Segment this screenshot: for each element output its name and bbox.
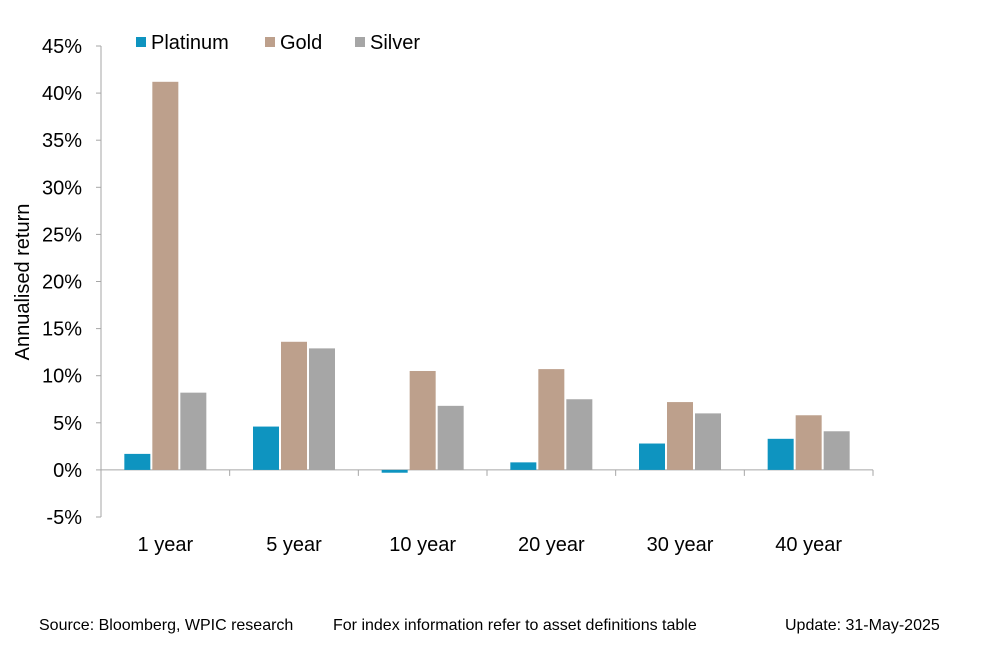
index-info-note: For index information refer to asset def… xyxy=(333,617,697,635)
bar-silver-1-year xyxy=(180,393,206,470)
bar-platinum-30-year xyxy=(639,444,665,470)
x-tick-label: 20 year xyxy=(518,534,585,556)
y-tick-label: 15% xyxy=(42,319,82,341)
x-tick-label: 5 year xyxy=(266,534,322,556)
chart: -5% 0% 5% 10% 15% 20% 25% 30% 35% 40% 45% 1 year 5 … xyxy=(0,0,1000,610)
y-tick-label: 10% xyxy=(42,366,82,388)
bar-silver-10-year xyxy=(438,406,464,470)
y-tick-label: 20% xyxy=(42,272,82,294)
legend-label-silver: Silver xyxy=(370,32,420,54)
bar-silver-30-year xyxy=(695,413,721,470)
bar-gold-10-year xyxy=(410,371,436,470)
bars xyxy=(124,82,849,473)
bar-platinum-10-year xyxy=(382,470,408,473)
bar-platinum-5-year xyxy=(253,427,279,470)
legend: Platinum Gold Silver xyxy=(136,32,420,54)
x-tick-label: 40 year xyxy=(775,534,842,556)
bar-platinum-20-year xyxy=(510,462,536,470)
bar-silver-20-year xyxy=(566,399,592,470)
y-tick-label: 40% xyxy=(42,83,82,105)
legend-label-gold: Gold xyxy=(280,32,322,54)
bar-silver-5-year xyxy=(309,348,335,470)
legend-label-platinum: Platinum xyxy=(151,32,229,54)
y-tick-label: 25% xyxy=(42,224,82,246)
legend-swatch-platinum xyxy=(136,37,146,47)
bar-gold-20-year xyxy=(538,369,564,470)
x-tick-label: 30 year xyxy=(647,534,714,556)
x-tick-label: 1 year xyxy=(138,534,194,556)
bar-gold-5-year xyxy=(281,342,307,470)
y-tick-label: 30% xyxy=(42,177,82,199)
x-tick-labels: 1 year 5 year 10 year 20 year 30 year 40 year xyxy=(138,534,843,556)
bar-gold-30-year xyxy=(667,402,693,470)
y-tick-label: 35% xyxy=(42,130,82,152)
bar-silver-40-year xyxy=(824,431,850,470)
y-tick-label: 5% xyxy=(53,413,82,435)
y-tick-label: 45% xyxy=(42,36,82,58)
bar-platinum-1-year xyxy=(124,454,150,470)
y-tick-label: -5% xyxy=(46,507,82,529)
bar-gold-1-year xyxy=(152,82,178,470)
bar-platinum-40-year xyxy=(768,439,794,470)
y-axis-label: Annualised return xyxy=(12,204,34,361)
bar-gold-40-year xyxy=(796,415,822,470)
update-date: Update: 31-May-2025 xyxy=(785,617,940,635)
source-note: Source: Bloomberg, WPIC research xyxy=(39,617,293,635)
y-tick-label: 0% xyxy=(53,460,82,482)
x-tick-label: 10 year xyxy=(389,534,456,556)
legend-swatch-silver xyxy=(355,37,365,47)
legend-swatch-gold xyxy=(265,37,275,47)
